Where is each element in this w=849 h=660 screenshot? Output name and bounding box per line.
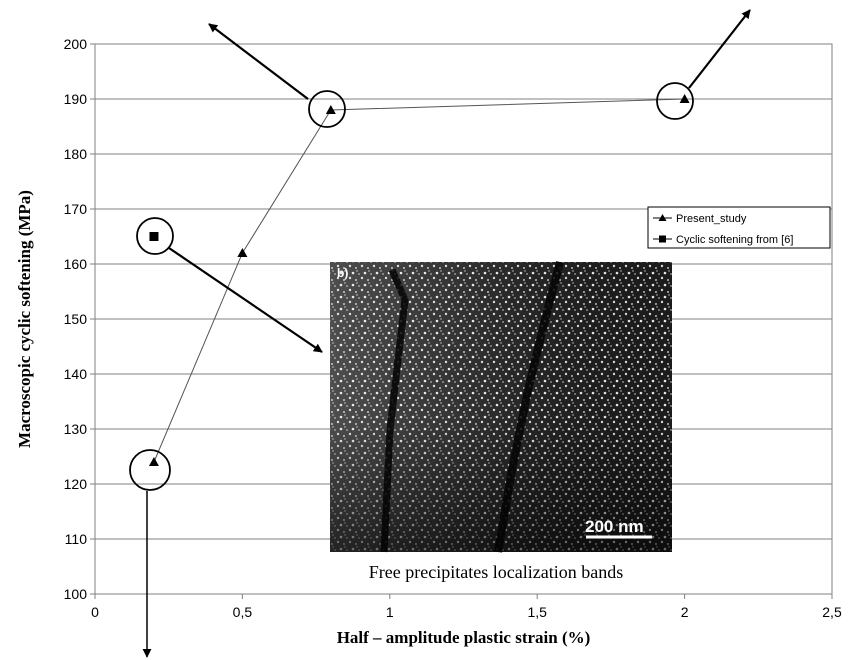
inset-caption: Free precipitates localization bands: [369, 562, 623, 582]
x-axis-title: Half – amplitude plastic strain (%): [337, 628, 591, 647]
y-tick-label: 100: [64, 586, 88, 602]
scale-bar-label: 200 nm: [585, 517, 644, 536]
legend-label-present-study: Present_study: [676, 213, 747, 225]
arrow-up-right: [688, 9, 751, 89]
legend: Present_study Cyclic softening from [6]: [647, 206, 831, 249]
plot-area-frame: [94, 43, 833, 595]
data-point-triangle: [325, 105, 336, 114]
x-axis-tick-labels: 0 0,5 1 1,5 2 2,5: [91, 604, 842, 620]
data-point-triangle: [679, 94, 690, 103]
data-point-triangle: [237, 248, 248, 257]
y-tick-label: 150: [64, 311, 88, 327]
legend-marker-triangle-icon: [658, 214, 667, 221]
x-tick-label: 1: [386, 604, 394, 620]
y-tick-label: 120: [64, 476, 88, 492]
arrow-up-left: [208, 23, 309, 100]
data-point-square: [149, 232, 159, 241]
legend-box: [647, 206, 831, 249]
highlight-circle-point-0-2-165: [136, 217, 174, 255]
x-tick-label: 1,5: [527, 604, 547, 620]
y-axis-title: Macroscopic cyclic softening (MPa): [15, 190, 34, 448]
highlight-circle-point-2-190: [656, 82, 694, 120]
y-tick-label: 160: [64, 256, 88, 272]
highlight-circle-point-0-2-124: [129, 449, 171, 491]
legend-label-cyclic-softening: Cyclic softening from [6]: [676, 234, 793, 246]
y-tick-label: 110: [65, 531, 88, 547]
x-tick-label: 0,5: [233, 604, 253, 620]
x-tick-label: 2,5: [822, 604, 842, 620]
y-axis-tick-labels: 100 110 120 130 140 150 160 170 180 190 200: [64, 36, 88, 602]
y-tick-label: 190: [64, 91, 88, 107]
y-tick-label: 130: [64, 421, 88, 437]
micrograph-shadow: [330, 262, 672, 552]
x-tick-label: 2: [681, 604, 689, 620]
highlight-circle-point-0-8-188: [308, 90, 346, 128]
y-tick-label: 170: [64, 201, 88, 217]
data-point-triangle: [148, 457, 159, 466]
y-tick-label: 200: [64, 36, 88, 52]
x-tick-label: 0: [91, 604, 99, 620]
tem-micrograph-inset: b) 200 nm: [330, 260, 672, 553]
inset-panel-label: b): [337, 266, 348, 280]
arrow-to-micrograph: [168, 247, 323, 353]
y-tick-label: 180: [64, 146, 88, 162]
annotations: [129, 9, 751, 658]
legend-marker-square-icon: [659, 235, 666, 243]
series-layer: [148, 94, 690, 466]
y-tick-label: 140: [64, 366, 88, 382]
series-line-0: [153, 98, 685, 463]
